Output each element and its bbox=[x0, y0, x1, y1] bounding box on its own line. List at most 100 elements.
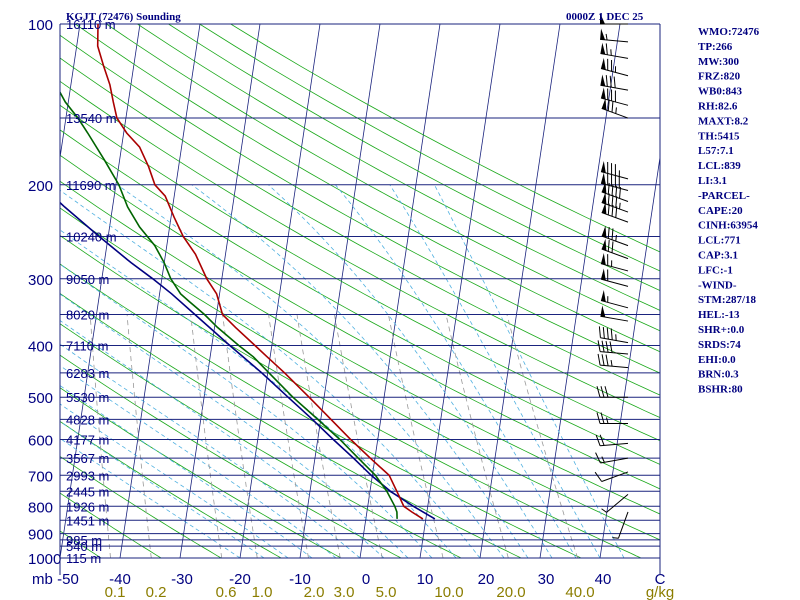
wind-barb bbox=[600, 253, 629, 272]
isotherm-line bbox=[299, 24, 381, 559]
wind-barb bbox=[600, 57, 629, 77]
stat-line: SHR+:0.0 bbox=[698, 324, 745, 336]
temperature-tick-label: 0 bbox=[362, 571, 370, 588]
stat-line: EHI:0.0 bbox=[698, 354, 736, 366]
stat-line: STM:287/18 bbox=[698, 294, 757, 306]
mixing-ratio-line bbox=[506, 314, 579, 559]
mixing-ratio-line bbox=[190, 314, 223, 559]
pressure-tick-label: 800 bbox=[28, 499, 53, 516]
temperature-tick-label: 10 bbox=[417, 571, 434, 588]
wind-barb bbox=[597, 340, 629, 355]
y-axis-unit-label: mb bbox=[32, 571, 53, 588]
stat-line: LI:3.1 bbox=[698, 175, 727, 187]
mixing-ratio-tick-label: 0.2 bbox=[146, 584, 167, 600]
isotherm-line bbox=[359, 24, 441, 559]
wind-barb bbox=[601, 192, 629, 213]
wind-barb bbox=[601, 238, 629, 260]
stat-line: BRN:0.3 bbox=[698, 369, 739, 381]
isotherm-line bbox=[599, 154, 660, 559]
height-label: 540 m bbox=[66, 539, 102, 554]
wind-barb bbox=[601, 225, 629, 247]
isobar-lines bbox=[60, 23, 660, 559]
stat-line: CINH:63954 bbox=[698, 220, 758, 232]
stat-line: FRZ:820 bbox=[698, 71, 741, 83]
wind-barb bbox=[600, 42, 629, 59]
moist-adiabat-line bbox=[191, 184, 529, 559]
pressure-tick-label: 100 bbox=[28, 17, 53, 34]
wind-barb bbox=[596, 412, 628, 425]
temperature-tick-label: 30 bbox=[538, 571, 555, 588]
moist-adiabat-line bbox=[60, 293, 409, 559]
stat-line: WMO:72476 bbox=[698, 26, 760, 38]
mixing-ratio-tick-label: 1.0 bbox=[252, 584, 273, 600]
stat-line: TH:5415 bbox=[698, 130, 740, 142]
height-label: 11690 m bbox=[66, 178, 116, 193]
mixing-ratio-line bbox=[334, 314, 383, 559]
wind-barb bbox=[601, 181, 629, 202]
sounding-profiles bbox=[60, 24, 436, 520]
height-label: 10240 m bbox=[66, 229, 117, 244]
stat-line: BSHR:80 bbox=[698, 384, 743, 396]
temperature-tick-label: 20 bbox=[478, 571, 495, 588]
pressure-tick-label: 900 bbox=[28, 527, 53, 544]
height-label: 2993 m bbox=[66, 468, 109, 483]
mixing-ratio-line bbox=[222, 314, 258, 559]
temperature-tick-label: -50 bbox=[57, 571, 79, 588]
wind-barb bbox=[597, 353, 629, 369]
dry-adiabat-line bbox=[60, 57, 660, 396]
stat-line: WB0:843 bbox=[698, 86, 743, 98]
stat-line: SRDS:74 bbox=[698, 339, 741, 351]
stat-line: -PARCEL- bbox=[698, 190, 750, 202]
stat-line: LCL:839 bbox=[698, 160, 741, 172]
height-label: 5530 m bbox=[66, 390, 109, 405]
height-label: 3567 m bbox=[66, 451, 109, 466]
isotherm-line bbox=[60, 24, 81, 161]
stats-panel: WMO:72476 TP:266 MW:300 FRZ:820 WB0:843 RH:82… bbox=[698, 26, 760, 396]
background-lines bbox=[0, 24, 660, 559]
wind-barb bbox=[601, 202, 629, 223]
mixing-ratio-tick-label: 0.1 bbox=[105, 584, 126, 600]
pressure-tick-label: 400 bbox=[28, 339, 53, 356]
isotherm-line bbox=[0, 24, 20, 558]
wind-barb bbox=[594, 471, 629, 482]
stat-line: L57:7.1 bbox=[698, 145, 734, 157]
stat-line: TP:266 bbox=[698, 41, 733, 53]
temperature-profile-line bbox=[96, 24, 424, 520]
height-label: 115 m bbox=[66, 551, 101, 566]
pressure-tick-label: 300 bbox=[28, 272, 53, 289]
height-label: 1926 m bbox=[66, 499, 109, 514]
moist-adiabat-line bbox=[60, 263, 433, 559]
wind-barb bbox=[600, 161, 629, 180]
stat-line: LCL:771 bbox=[698, 235, 741, 247]
dry-adiabat-line bbox=[75, 24, 660, 353]
mixing-ratio-unit-label: g/kg bbox=[646, 584, 674, 600]
stat-line: LFC:-1 bbox=[698, 264, 733, 276]
height-label: 2445 m bbox=[66, 484, 109, 499]
stat-line: RH:82.6 bbox=[698, 101, 738, 113]
height-label: 4177 m bbox=[66, 433, 109, 448]
temperature-tick-label: -30 bbox=[171, 571, 193, 588]
temperature-tick-label: -20 bbox=[229, 571, 251, 588]
valid-time: 0000Z 1 DEC 25 bbox=[566, 11, 644, 23]
height-label: 6283 m bbox=[66, 366, 109, 381]
pressure-tick-label: 700 bbox=[28, 468, 53, 485]
mixing-ratio-line bbox=[445, 314, 509, 559]
height-label: 8020 m bbox=[66, 308, 109, 323]
mixing-ratio-tick-label: 0.6 bbox=[216, 584, 237, 600]
moist-adiabat-line bbox=[60, 385, 313, 559]
mixing-ratio-line bbox=[388, 314, 444, 559]
isotherm-line bbox=[179, 24, 261, 559]
mixing-ratio-line bbox=[126, 314, 152, 559]
wind-barb bbox=[600, 74, 629, 91]
pressure-tick-label: 600 bbox=[28, 433, 53, 450]
wind-barb bbox=[600, 268, 629, 287]
wind-barb bbox=[600, 172, 629, 191]
pressure-tick-label: 200 bbox=[28, 178, 53, 195]
stat-line: CAPE:20 bbox=[698, 205, 743, 217]
isotherm-line bbox=[419, 24, 501, 559]
temperature-tick-label: 40 bbox=[595, 571, 612, 588]
pressure-tick-label: 1000 bbox=[28, 551, 61, 568]
